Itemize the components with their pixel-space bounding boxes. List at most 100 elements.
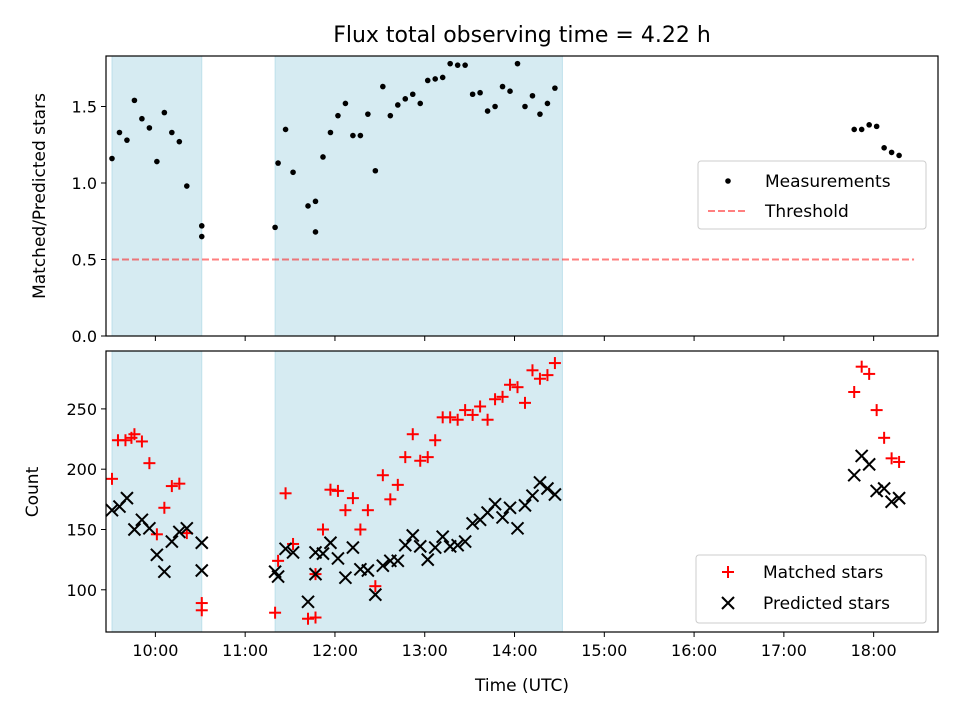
ratio-measurements-point [896,152,902,159]
count-predicted-stars-point [847,468,861,482]
ratio-measurements-point [873,123,880,130]
ratio-measurements-point [350,132,356,139]
count-predicted-stars-point [346,540,360,555]
count-x-axis-label: Time (UTC) [474,676,569,696]
count-matched-stars-point [158,501,171,514]
count-series [105,357,906,625]
ratio-measurements-point [881,145,887,151]
count-predicted-stars-point [495,510,510,525]
count-predicted-stars-point [316,546,330,561]
ratio-measurements-point [492,103,498,110]
count-legend: Matched stars Predicted stars [695,554,927,624]
count-y-tick-label: 150 [66,520,97,539]
ratio-y-tick-label: 0.0 [72,327,97,346]
ratio-measurements-point [462,62,468,68]
count-predicted-stars-point [195,563,209,578]
legend-measurements-label: Measurements [765,172,891,192]
count-matched-stars-point [429,434,442,447]
count-predicted-stars-point [518,498,532,513]
count-predicted-stars-point [278,542,293,556]
count-matched-stars-point [331,484,344,497]
count-predicted-stars-point [180,521,194,535]
count-matched-stars-point [518,396,531,409]
count-predicted-stars-point [413,539,427,554]
count-matched-stars-point [511,381,524,394]
count-matched-stars-point [279,487,292,500]
ratio-measurements-point [312,198,319,205]
count-matched-stars-point [855,360,868,373]
ratio-measurements-point [380,83,386,90]
count-matched-stars-point [195,604,208,617]
ratio-measurements-point [454,62,461,68]
count-matched-stars-point [481,413,494,426]
ratio-measurements-point [851,126,858,133]
count-predicted-stars-point [308,567,323,581]
count-predicted-stars-point [421,552,435,567]
count-predicted-stars-point [391,554,405,568]
ratio-measurements-point [198,233,205,240]
count-matched-stars-point [309,611,322,624]
count-matched-stars-point [135,435,148,448]
ratio-measurements-point [484,108,491,114]
count-axes-frame [105,350,939,633]
count-predicted-stars-point [361,563,375,578]
ratio-measurements-point [131,97,138,104]
count-matched-stars-point [474,400,487,413]
count-x-tick-label: 15:00 [581,641,627,660]
count-matched-stars-point [526,364,539,377]
count-predicted-stars-point [286,545,300,560]
count-predicted-stars-point [510,521,525,535]
ratio-measurements-point [432,76,439,82]
ratio-measurements-point [424,77,431,84]
count-matched-stars-point [354,523,367,536]
count-matched-stars-point [399,451,412,464]
count-y-axis-label: Count [23,466,43,517]
ratio-measurements-point [169,129,175,136]
ratio-legend-box [697,160,927,230]
count-predicted-stars-point [271,569,285,584]
ratio-measurements-point [161,109,168,116]
count-predicted-stars-point [869,484,884,498]
count-y-tick-label: 100 [66,581,97,600]
ratio-measurements-point [124,137,130,143]
ratio-axes-frame [105,55,939,337]
legend-predicted-marker [721,596,735,610]
count-matched-stars-point [444,411,457,424]
ratio-measurements-point [139,115,145,122]
count-matched-stars-point [346,492,359,505]
count-y-tick-label: 200 [66,460,97,479]
ratio-measurements-point [184,183,190,189]
count-predicted-stars-point [884,495,899,509]
count-matched-stars-point [173,477,186,490]
legend-threshold-label: Threshold [764,202,849,222]
count-matched-stars-point [369,580,382,593]
ratio-measurements-point [866,122,872,128]
count-matched-stars-point [496,390,509,403]
count-predicted-stars-point [127,522,142,537]
count-matched-stars-point [489,393,502,406]
ratio-y-tick-label: 1.0 [72,174,97,193]
ratio-measurements-point [176,138,183,145]
ratio-measurements-point [116,129,123,136]
ratio-measurements-point [282,126,289,133]
count-predicted-stars-point [892,491,906,505]
count-predicted-stars-point [120,491,134,505]
ratio-measurements-point [357,132,364,139]
count-predicted-stars-point [165,534,179,549]
ratio-y-tick-label: 1.5 [72,97,97,116]
count-matched-stars-point [421,451,434,464]
count-predicted-stars-point [525,489,540,503]
ratio-measurements-point [507,88,513,94]
ratio-measurements-point [342,100,349,107]
ratio-measurements-point [439,74,446,81]
count-predicted-stars-point [435,530,450,544]
legend-predicted-label: Predicted stars [763,594,890,614]
count-axis-ticks: 100 150 200 250 10:00 11:00 12:00 13:00 14:00 15:… [66,400,896,660]
ratio-measurements-point [499,83,506,90]
count-y-tick-label: 250 [66,400,97,419]
count-matched-stars-point [269,606,282,619]
count-predicted-stars-point [376,558,390,573]
count-predicted-stars-point [548,487,562,502]
ratio-panel: 0.0 0.5 1.0 1.5 Flux total observing time =… [30,23,939,346]
